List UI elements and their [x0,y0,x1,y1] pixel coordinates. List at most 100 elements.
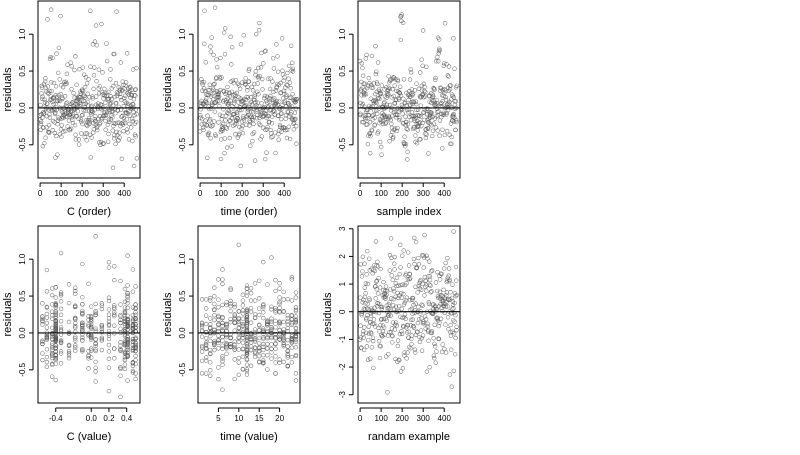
data-point [50,325,55,331]
data-point [372,115,377,120]
data-point [231,101,237,106]
data-point [277,328,282,333]
data-point [290,92,295,97]
data-point [394,283,399,289]
data-point [209,124,214,129]
data-point [118,317,123,323]
data-point [212,330,217,335]
data-point [254,116,260,121]
data-point [248,309,254,314]
data-point [46,130,52,135]
data-point [257,296,262,301]
data-point [53,321,58,327]
data-point [438,316,444,321]
data-point [412,88,418,93]
data-point [286,76,291,81]
data-point [209,35,214,40]
data-point [99,21,104,27]
data-point [248,305,254,311]
data-point [264,94,270,100]
data-point [257,73,262,79]
data-point [94,43,99,48]
data-point [417,339,423,345]
data-point [281,309,286,314]
data-point [79,98,84,103]
data-point [248,336,254,342]
data-point [73,132,78,137]
data-point [130,289,136,294]
data-point [417,70,423,75]
data-point [80,88,86,94]
data-point [426,151,431,156]
data-point [362,261,367,266]
data-point [244,290,250,295]
data-point [291,127,297,132]
data-point [124,111,129,116]
data-point [216,317,221,322]
data-point [272,109,277,114]
data-point [244,347,250,352]
data-point [287,136,293,142]
data-point [43,76,48,81]
data-point [454,327,459,333]
data-point [398,14,403,19]
data-point [106,319,112,324]
data-point [112,121,118,126]
data-point [386,85,391,90]
data-point [232,347,237,352]
data-point [117,91,123,96]
data-point [66,319,72,325]
data-point [204,100,210,106]
data-point [256,92,261,97]
data-point [44,325,50,330]
data-point [236,117,241,122]
x-tick-label: 10 [234,414,243,423]
data-point [453,99,458,104]
data-point [445,304,450,309]
data-point [72,67,77,73]
data-point [72,122,78,128]
data-point [57,132,63,137]
data-point [73,329,78,334]
data-point [443,88,448,93]
x-tick-label: 100 [374,189,388,198]
data-point [365,141,371,147]
data-point [111,136,117,141]
data-point [40,338,45,343]
data-point [118,278,123,284]
data-point [388,117,393,123]
data-point [83,131,88,136]
data-point [435,54,440,60]
data-point [125,340,130,345]
data-point [363,330,369,336]
data-point [93,312,98,317]
data-point [375,96,380,101]
data-point [133,357,138,363]
data-point [256,121,262,126]
data-point [58,250,64,256]
data-point [80,320,85,325]
data-point [413,301,418,306]
data-point [442,61,447,66]
data-point [257,354,262,359]
data-point [118,394,123,400]
data-point [106,388,112,394]
data-point [199,77,204,82]
data-point [126,137,132,142]
data-point [91,130,96,135]
data-point [133,310,138,315]
data-point [390,87,395,92]
y-axis-title: residuals [322,67,334,112]
data-point [106,312,112,317]
data-point [395,343,401,349]
y-tick-label: -0.5 [18,362,27,376]
data-point [414,329,420,334]
data-point [262,95,267,101]
data-point [405,157,410,162]
data-point [50,309,55,314]
data-point [389,326,395,331]
data-point [367,297,372,303]
data-point [93,94,99,99]
data-point [222,150,227,156]
data-point [89,348,94,353]
